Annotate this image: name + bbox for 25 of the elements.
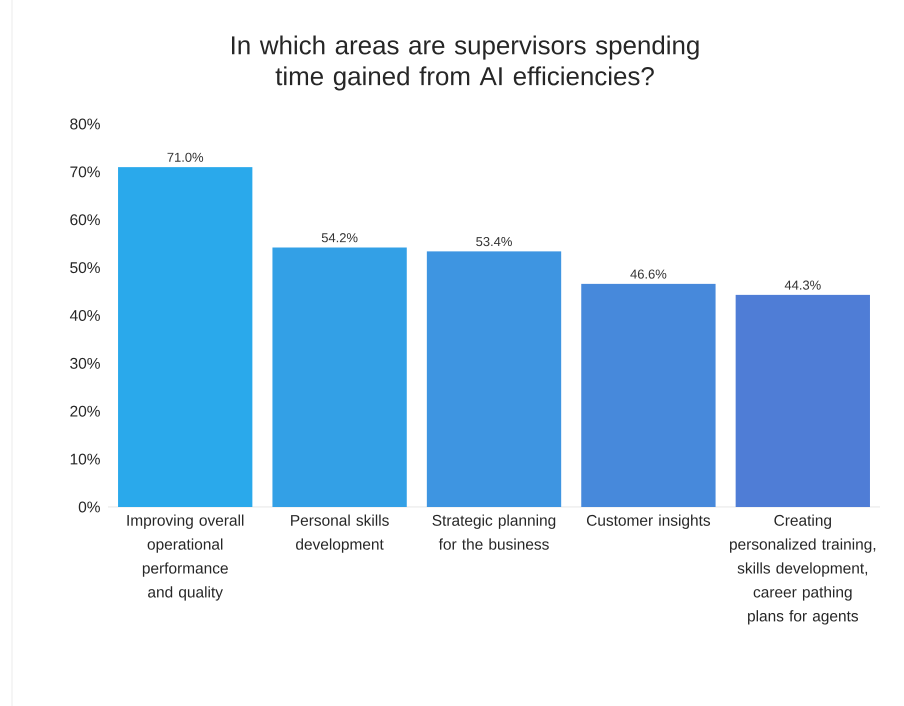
x-tick-label: Improving overall operational performance and quality	[127, 514, 244, 601]
data-label: 71.0%	[168, 152, 204, 162]
y-tick-label: 0%	[78, 502, 100, 512]
bar	[736, 294, 870, 507]
data-label: 53.4%	[476, 236, 512, 246]
y-tick-label: 50%	[70, 262, 100, 274]
bar	[426, 251, 562, 507]
y-tick-label: 60%	[70, 214, 100, 226]
x-tick-label: Personal skills development	[291, 514, 389, 553]
data-label: 44.3%	[784, 280, 821, 290]
y-tick-label: 80%	[70, 118, 100, 130]
chart-title: In which areas are supervisors spending time gained from AI efficiencies?	[232, 35, 699, 90]
bar	[581, 284, 716, 507]
data-label: 46.6%	[630, 270, 666, 279]
y-tick-label: 20%	[70, 406, 100, 417]
x-tick-label: Customer insights	[586, 514, 710, 529]
data-label: 54.2%	[322, 233, 358, 242]
bar	[272, 248, 407, 507]
bar	[118, 167, 252, 507]
x-tick-label: Creating personalized training, skills development, career pathing plans for agents	[730, 514, 876, 625]
y-tick-label: 40%	[70, 310, 100, 321]
y-tick-label: 70%	[70, 166, 100, 178]
x-tick-label: Strategic planning for the business	[432, 514, 556, 550]
y-tick-label: 10%	[70, 454, 100, 465]
y-tick-label: 30%	[70, 358, 100, 369]
